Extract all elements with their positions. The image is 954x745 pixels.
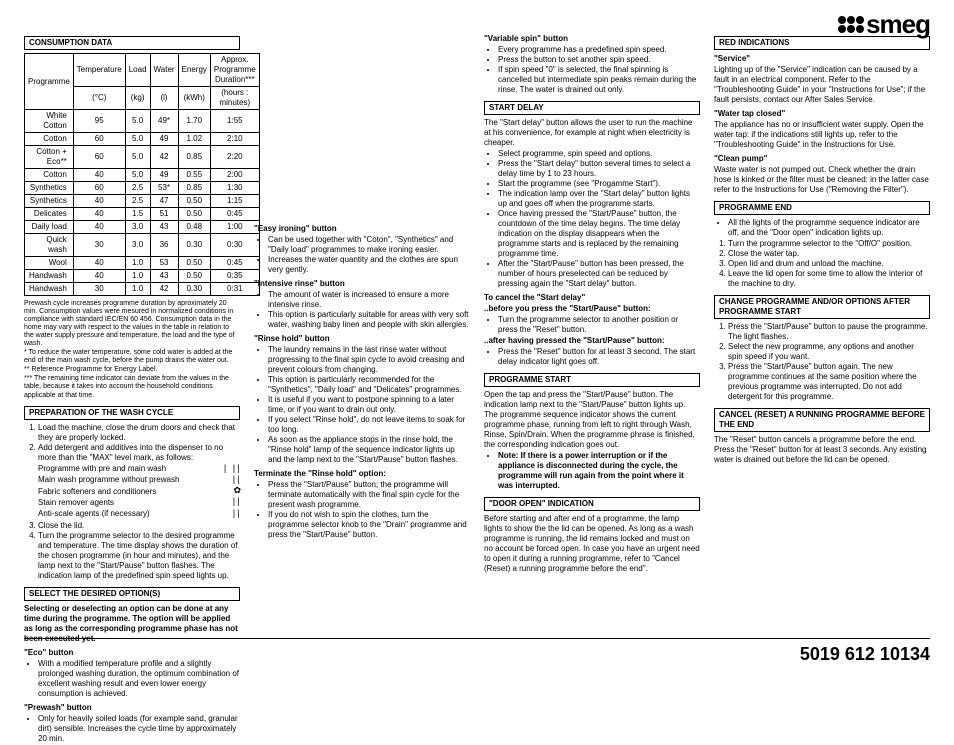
easy-title: "Easy ironing" button (254, 224, 470, 234)
table-row: Synthetics602.553*0.851:30 (25, 182, 260, 195)
cancel-before-title: ..before you press the "Start/Pause" but… (484, 304, 700, 314)
symbol-icon: || (231, 475, 240, 486)
var-list: Every programme has a predefined spin sp… (484, 45, 700, 95)
cancelrun-text: The "Reset" button cancels a programme b… (714, 435, 930, 465)
cancel-before-list: Turn the programme selector to another p… (484, 315, 700, 335)
end-intro-list: All the lights of the programme sequence… (714, 218, 930, 238)
symbol-icon: ✿ (233, 486, 240, 497)
tap-title: "Water tap closed" (714, 109, 930, 119)
table-row: Delicates401.5510.500:45 (25, 208, 260, 221)
table-row: Handwash401.0430.500:35 (25, 270, 260, 283)
prewash-list: Only for heavily soiled loads (for examp… (24, 714, 240, 744)
table-row: Synthetics402.5470.501:15 (25, 195, 260, 208)
logo-text: smeg (866, 8, 930, 41)
startdelay-list: Select programme, spin speed and options… (484, 149, 700, 289)
service-text: Lighting up of the "Service" indication … (714, 65, 930, 105)
tap-text: The appliance has no or insufficient wat… (714, 120, 930, 150)
page-number: 5019 612 10134 (800, 643, 930, 666)
eco-list: With a modified temperature profile and … (24, 659, 240, 699)
progstart-note-list: Note: If there is a power interruption o… (484, 451, 700, 491)
term-list: Press the "Start/Pause" button; the prog… (254, 480, 470, 540)
rinse-title: "Rinse hold" button (254, 334, 470, 344)
prep-list: Load the machine, close the drum doors a… (24, 423, 240, 463)
table-row: Cotton + Eco**605.0420.852:20 (25, 146, 260, 169)
cancelrun-title: CANCEL (RESET) A RUNNING PROGRAMME BEFOR… (714, 408, 930, 432)
progstart-title: PROGRAMME START (484, 373, 700, 387)
cancel-after-title: ..after having pressed the "Start/Pause"… (484, 336, 700, 346)
select-title: SELECT THE DESIRED OPTION(S) (24, 587, 240, 601)
term-title: Terminate the "Rinse hold" option: (254, 469, 470, 479)
cancel-after-list: Press the "Reset" button for at least 3 … (484, 347, 700, 367)
change-list: Press the "Start/Pause" button to pause … (714, 322, 930, 402)
pump-title: "Clean pump" (714, 154, 930, 164)
table-row: White Cotton955.049*1.701:55 (25, 110, 260, 133)
progstart-text: Open the tap and press the "Start/Pause"… (484, 390, 700, 450)
footer-rule (24, 638, 930, 639)
table-row: Wool401.0530.500:45 (25, 257, 260, 270)
table-footnotes: Prewash cycle increases programme durati… (24, 300, 240, 400)
additive-list: Programme with pre and main wash| || Mai… (24, 464, 240, 520)
end-title: PROGRAMME END (714, 201, 930, 215)
end-list: Turn the programme selector to the "Off/… (714, 239, 930, 289)
table-row: Cotton605.0491.022:10 (25, 133, 260, 146)
easy-list: Can be used together with "Coton", "Synt… (254, 235, 470, 275)
consumption-table: Programme Temperature Load Water Energy … (24, 53, 260, 296)
prep-list-2: Close the lid. Turn the programme select… (24, 521, 240, 581)
service-title: "Service" (714, 54, 930, 64)
brand-logo: smeg (838, 8, 930, 41)
table-header-row: Programme Temperature Load Water Energy … (25, 54, 260, 87)
door-text: Before starting and after end of a progr… (484, 514, 700, 574)
logo-dots-icon (838, 16, 864, 33)
table-row: Handwash301.0420.300:31 (25, 283, 260, 296)
symbol-icon: | || (222, 464, 240, 475)
intensive-title: "Intensive rinse" button (254, 279, 470, 289)
rinse-list: The laundry remains in the last rinse wa… (254, 345, 470, 465)
door-title: "DOOR OPEN" INDICATION (484, 497, 700, 511)
intensive-list: The amount of water is increased to ensu… (254, 290, 470, 330)
var-title: "Variable spin" button (484, 34, 700, 44)
prep-title: PREPARATION OF THE WASH CYCLE (24, 406, 240, 420)
symbol-icon: || (231, 497, 240, 508)
eco-title: "Eco" button (24, 648, 240, 658)
startdelay-intro: The "Start delay" button allows the user… (484, 118, 700, 148)
consumption-title: CONSUMPTION DATA (24, 36, 240, 50)
pump-text: Waste water is not pumped out. Check whe… (714, 165, 930, 195)
symbol-icon: || (231, 509, 240, 520)
table-row: Quick wash303.0360.300:30 (25, 234, 260, 257)
change-title: CHANGE PROGRAMME AND/OR OPTIONS AFTER PR… (714, 295, 930, 319)
cancel-title: To cancel the "Start delay" (484, 293, 700, 303)
table-row: Cotton405.0490.552:00 (25, 169, 260, 182)
startdelay-title: START DELAY (484, 101, 700, 115)
table-row: Daily load403.0430.481:00 (25, 221, 260, 234)
prewash-title: "Prewash" button (24, 703, 240, 713)
